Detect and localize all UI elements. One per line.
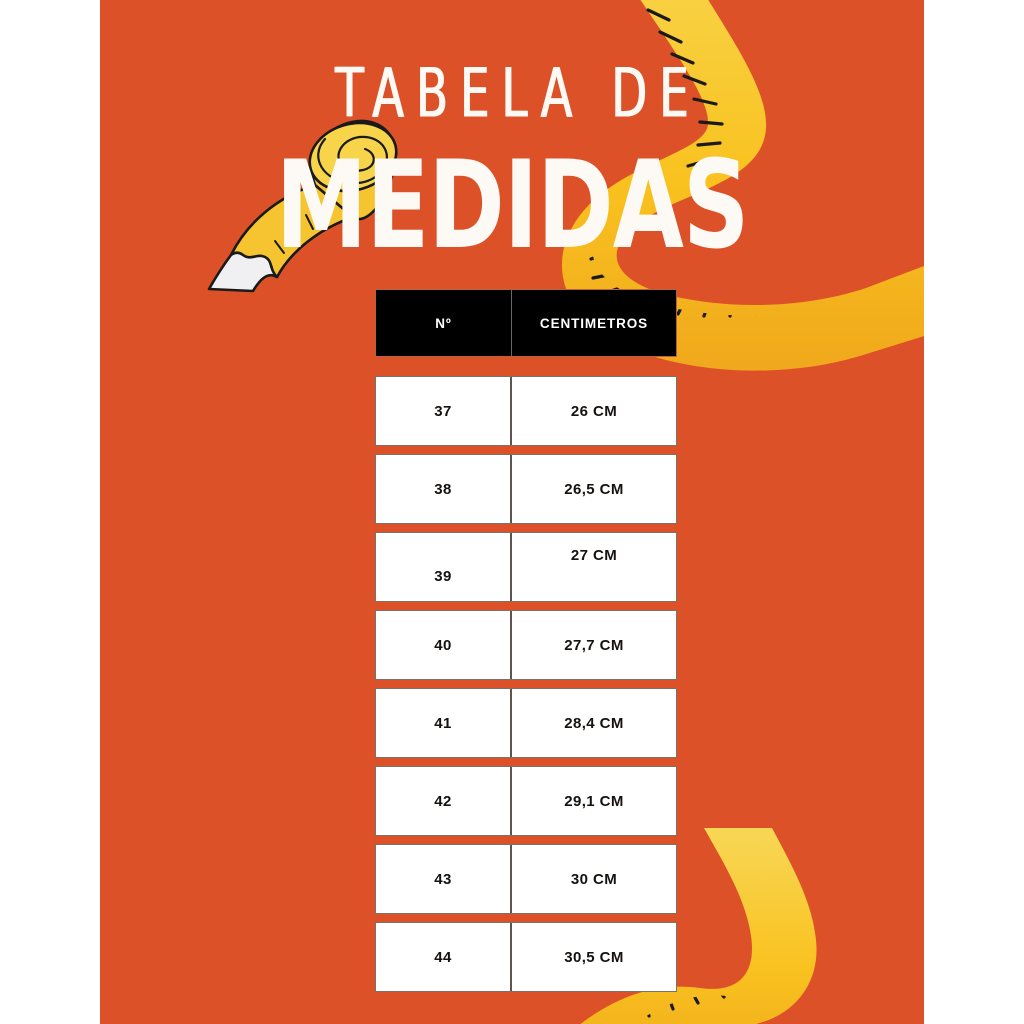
poster-title-block: TABELA DE MEDIDAS	[100, 54, 924, 267]
cell-number: 44	[376, 923, 512, 991]
page-subtitle: TABELA DE	[335, 54, 701, 133]
table-row: 39 27 CM	[375, 532, 677, 602]
poster-background: TABELA DE MEDIDAS Nº CENTIMETROS 37 26 C…	[100, 0, 924, 1024]
cell-number: 37	[376, 377, 512, 445]
table-row: 40 27,7 CM	[375, 610, 677, 680]
tape-roll-spiral	[317, 135, 388, 185]
table-row: 38 26,5 CM	[375, 454, 677, 524]
table-row: 37 26 CM	[375, 376, 677, 446]
table-row: 42 29,1 CM	[375, 766, 677, 836]
page-title: MEDIDAS	[275, 135, 750, 277]
table-row: 44 30,5 CM	[375, 922, 677, 992]
cell-measure: 29,1 CM	[564, 792, 624, 810]
cell-number: 38	[376, 455, 512, 523]
size-table: Nº CENTIMETROS 37 26 CM 38 26,5 CM 39 27…	[375, 289, 677, 1000]
cell-measure: 30 CM	[570, 870, 618, 888]
header-cell-number: Nº	[376, 290, 512, 356]
cell-measure: 27,7 CM	[564, 636, 624, 654]
table-row: 41 28,4 CM	[375, 688, 677, 758]
cell-measure: 26 CM	[570, 402, 618, 420]
tape-roll-decoration	[207, 119, 398, 293]
cell-measure: 28,4 CM	[564, 714, 624, 732]
cell-number: 40	[376, 611, 512, 679]
cell-number: 39	[376, 533, 512, 601]
tape-roll-tip	[207, 251, 279, 293]
cell-number: 42	[376, 767, 512, 835]
cell-measure: 27 CM	[570, 547, 618, 564]
cell-measure: 30,5 CM	[564, 948, 624, 966]
header-cell-measure: CENTIMETROS	[539, 315, 649, 331]
cell-measure: 26,5 CM	[564, 480, 624, 498]
table-header-row: Nº CENTIMETROS	[375, 289, 677, 357]
table-row: 43 30 CM	[375, 844, 677, 914]
cell-number: 41	[376, 689, 512, 757]
cell-number: 43	[376, 845, 512, 913]
